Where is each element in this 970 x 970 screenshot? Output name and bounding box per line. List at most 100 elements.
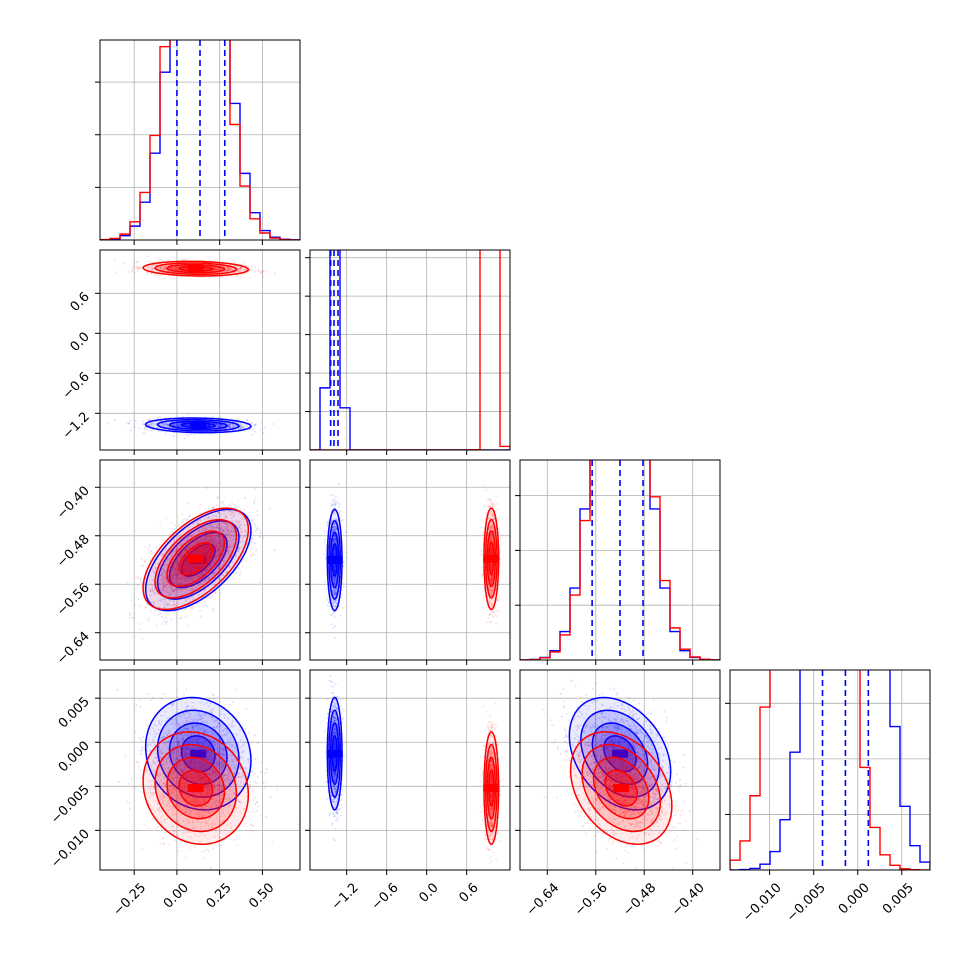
scatter-point [217,267,220,270]
scatter-point [184,579,187,582]
scatter-point [208,515,210,518]
scatter-point [205,552,208,555]
scatter-point [202,539,205,542]
scatter-point [169,575,172,578]
scatter-point [199,564,202,567]
scatter-point [160,574,163,577]
scatter-point [246,419,249,422]
scatter-point [164,264,167,267]
scatter-point [204,546,207,549]
scatter-point [137,598,140,601]
scatter-point [191,575,194,578]
scatter-point [186,267,188,270]
scatter-point [219,544,222,547]
scatter-point [186,544,189,547]
scatter-point [211,595,214,598]
scatter-point [207,424,209,427]
scatter-point [173,266,176,269]
scatter-point [170,267,173,269]
scatter-point [214,267,217,269]
scatter-point [144,545,147,548]
scatter-point [113,259,116,262]
scatter-point [216,525,219,528]
scatter-point [262,270,264,273]
scatter-point [212,540,215,542]
scatter-point [158,275,161,277]
scatter-point [128,613,131,616]
scatter-point [214,267,217,270]
scatter-point [251,428,254,431]
scatter-point [216,424,219,427]
scatter-point [213,266,216,269]
scatter-point [221,540,224,543]
scatter-point [216,548,219,551]
scatter-point [193,591,196,594]
scatter-point [173,573,176,576]
scatter-point [217,585,220,588]
scatter-point [204,551,207,554]
scatter-point [213,268,216,271]
scatter-point [177,610,180,612]
scatter-point [183,569,186,572]
scatter-point [241,565,244,568]
scatter-point [176,424,179,427]
scatter-point [152,601,155,604]
scatter-point [183,267,186,270]
scatter-point [198,547,201,550]
scatter-point [203,518,206,521]
scatter-point [174,570,177,573]
scatter-point [219,268,222,271]
scatter-point [239,513,242,516]
scatter-point [228,423,231,426]
scatter-point [251,537,254,540]
scatter-point [176,265,179,268]
scatter-point [254,266,257,269]
scatter-point [252,554,255,556]
scatter-point [212,607,215,610]
scatter-point [174,550,177,553]
scatter-point [200,574,203,577]
scatter-point [188,423,190,426]
scatter-point [224,269,227,272]
scatter-point [156,426,159,429]
scatter-point [221,425,224,428]
scatter-point [213,266,216,269]
scatter-point [157,430,160,433]
scatter-point [244,268,247,271]
scatter-point [191,589,194,591]
scatter-point [192,523,195,526]
scatter-point [220,544,223,547]
scatter-point [205,543,208,546]
scatter-point [209,564,212,567]
scatter-point [155,263,158,266]
scatter-point [205,553,208,556]
scatter-point [189,564,192,567]
scatter-point [218,267,221,270]
scatter-point [215,269,218,271]
scatter-point [193,567,196,570]
scatter-point [240,424,243,427]
scatter-point [227,551,230,554]
scatter-point [185,560,188,563]
scatter-point [207,424,210,427]
scatter-point [239,422,242,425]
scatter-point [161,582,164,585]
scatter-point [185,569,188,572]
scatter-point [216,424,219,426]
scatter-point [231,544,234,547]
scatter-point [206,268,209,271]
scatter-point [248,270,251,272]
scatter-point [218,536,221,538]
scatter-point [160,266,163,269]
scatter-point [238,427,241,430]
scatter-point [164,621,167,624]
scatter-point [209,538,211,541]
scatter-point [162,606,165,609]
scatter-point [228,425,231,428]
scatter-point [172,424,175,427]
scatter-point [178,425,180,428]
scatter-point [164,423,167,425]
scatter-point [194,547,197,550]
scatter-point [220,267,223,270]
scatter-point [225,266,228,269]
